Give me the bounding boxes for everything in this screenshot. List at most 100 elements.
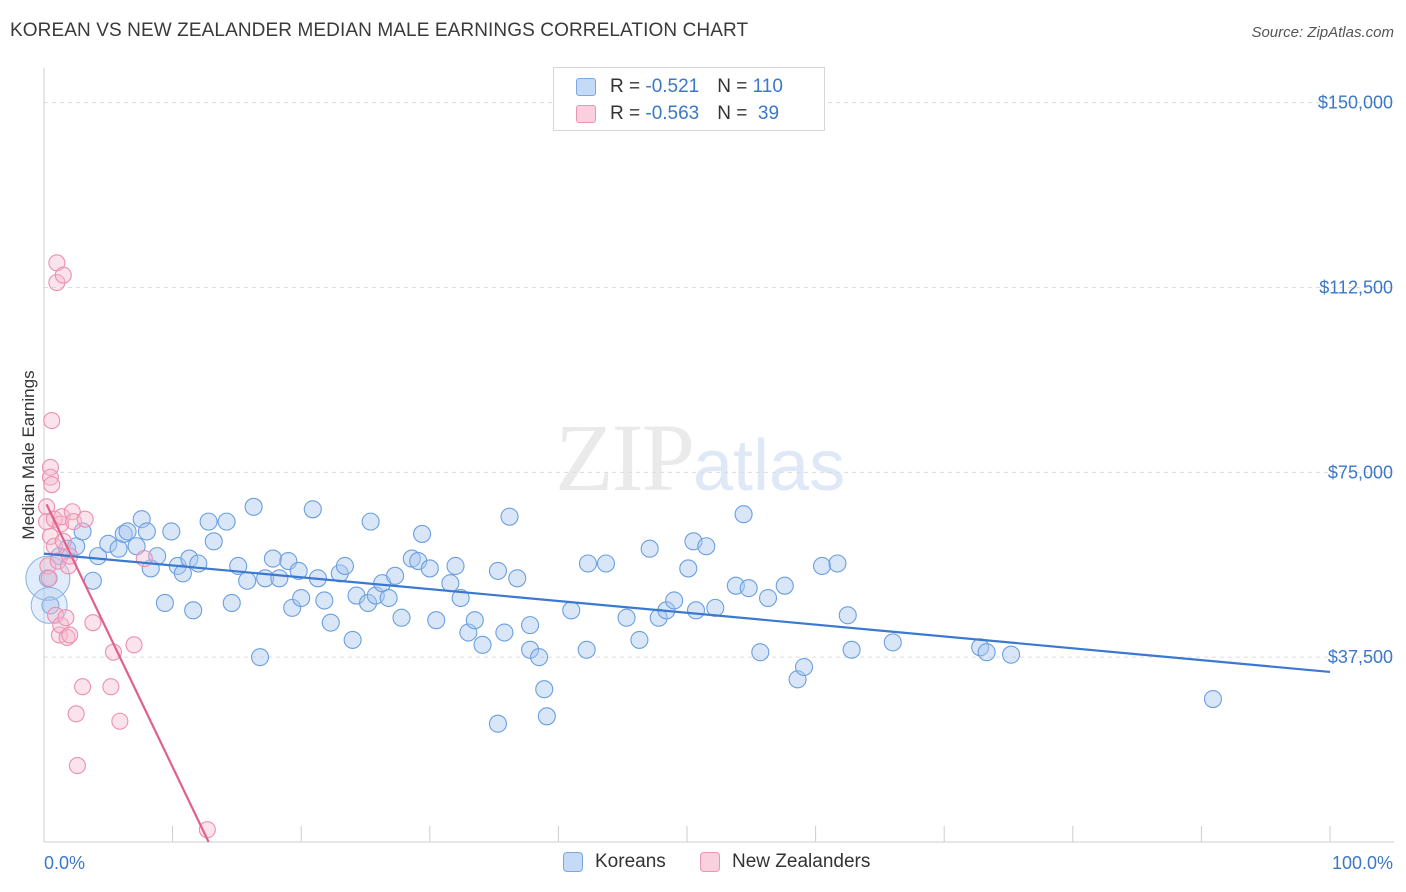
data-point-new-zealander [74,678,92,696]
data-point-korean [99,534,118,553]
legend-n-value: 39 [752,103,780,124]
data-point-korean [828,554,847,573]
data-point-korean [679,559,698,578]
data-point-korean [41,596,60,615]
data-point-korean [794,657,814,677]
data-point-new-zealander [41,527,59,545]
data-point-korean [127,537,146,556]
series-koreans [25,497,1223,733]
legend-row-new-zealanders: R = -0.563 N = 39 [576,101,779,127]
data-point-new-zealander [84,614,102,632]
data-point-korean [420,559,439,578]
data-point-korean [118,522,137,541]
bottom-legend-new-zealanders: New Zealanders [700,851,870,873]
correlation-legend: R = -0.521 N = 110 R = -0.563 N = 39 [553,67,825,131]
data-point-korean [630,630,649,649]
data-point-korean [162,522,181,541]
data-point-korean [734,505,753,524]
data-point-korean [379,588,398,608]
data-point-korean [1203,690,1223,709]
data-point-new-zealander [47,606,65,624]
legend-row-koreans: R = -0.521 N = 110 [576,74,783,100]
data-point-korean [343,630,362,649]
data-point-korean [465,611,484,630]
data-point-new-zealander [57,609,75,627]
data-point-korean [562,601,581,620]
data-point-korean [697,537,716,556]
legend-swatch-new-zealanders [576,105,596,123]
data-point-korean [521,616,540,635]
data-point-korean [137,522,156,541]
data-point-new-zealander [68,757,86,775]
data-point-korean [578,554,598,573]
legend-r-label: R = [610,103,646,124]
data-point-korean [530,648,549,667]
data-point-korean [321,613,340,632]
data-point-korean [508,569,527,588]
data-point-korean [427,611,446,630]
data-point-new-zealander [67,705,85,723]
data-point-new-zealander [61,626,79,644]
data-point-korean [359,593,378,612]
data-point-new-zealander [43,476,61,494]
data-point-korean [386,566,405,585]
data-point-korean [315,591,334,610]
trend-lines [43,503,1331,843]
trend-line-new-zealanders [45,503,210,843]
data-point-korean [1002,645,1021,664]
data-point-korean [289,561,308,580]
data-point-korean [535,680,554,699]
data-point-korean [775,576,794,595]
data-point-korean [244,497,263,516]
watermark-zip: ZIP [555,404,695,511]
y-axis-title: Median Male Earnings [19,370,38,539]
x-tick-label: 0.0% [44,853,85,873]
data-point-new-zealander [102,678,120,696]
legend-r-value: -0.563 [645,103,700,124]
bottom-legend-swatch-koreans [563,852,583,872]
legend-n-label: N = [717,76,753,97]
data-point-korean [413,524,432,543]
data-point-korean [303,500,322,519]
series-new-zealanders [38,254,216,839]
legend-n-label: N = [717,103,753,124]
data-point-korean [446,556,465,576]
x-tick-label: 100.0% [1332,853,1393,873]
watermark: ZIPatlas [555,402,845,513]
data-point-korean [596,554,616,573]
data-point-new-zealander [43,412,61,430]
data-point-korean [451,588,470,608]
data-point-korean [500,507,519,526]
data-point-korean [238,571,257,590]
data-point-new-zealander [76,510,94,528]
bottom-legend-label-new-zealanders: New Zealanders [732,851,871,872]
data-point-korean [270,569,289,588]
source-credit: Source: ZipAtlas.com [1251,24,1394,41]
y-tick-label: $112,500 [1319,277,1393,297]
chart-title: KOREAN VS NEW ZEALANDER MEDIAN MALE EARN… [10,20,749,41]
data-point-korean [199,512,218,531]
data-point-korean [184,601,203,620]
data-point-korean [488,561,508,580]
data-point-new-zealander [125,636,143,654]
data-point-korean [883,633,902,652]
data-point-new-zealander [58,628,76,646]
data-point-new-zealander [41,458,59,476]
data-point-korean [155,593,174,612]
bottom-legend-label-koreans: Koreans [595,851,666,872]
data-point-korean [521,640,540,659]
data-point-new-zealander [54,266,72,284]
data-point-korean [640,539,659,558]
data-point-korean [751,643,770,662]
bottom-legend-swatch-new-zealanders [700,852,720,872]
data-point-korean [392,608,411,627]
bottom-legend-koreans: Koreans [563,851,666,873]
data-point-korean [617,608,636,627]
data-point-korean [977,643,996,662]
data-point-korean [204,532,223,551]
data-point-new-zealander [39,557,57,575]
data-point-korean [488,714,508,733]
y-tick-label: $150,000 [1318,93,1393,113]
data-point-korean [686,601,706,620]
